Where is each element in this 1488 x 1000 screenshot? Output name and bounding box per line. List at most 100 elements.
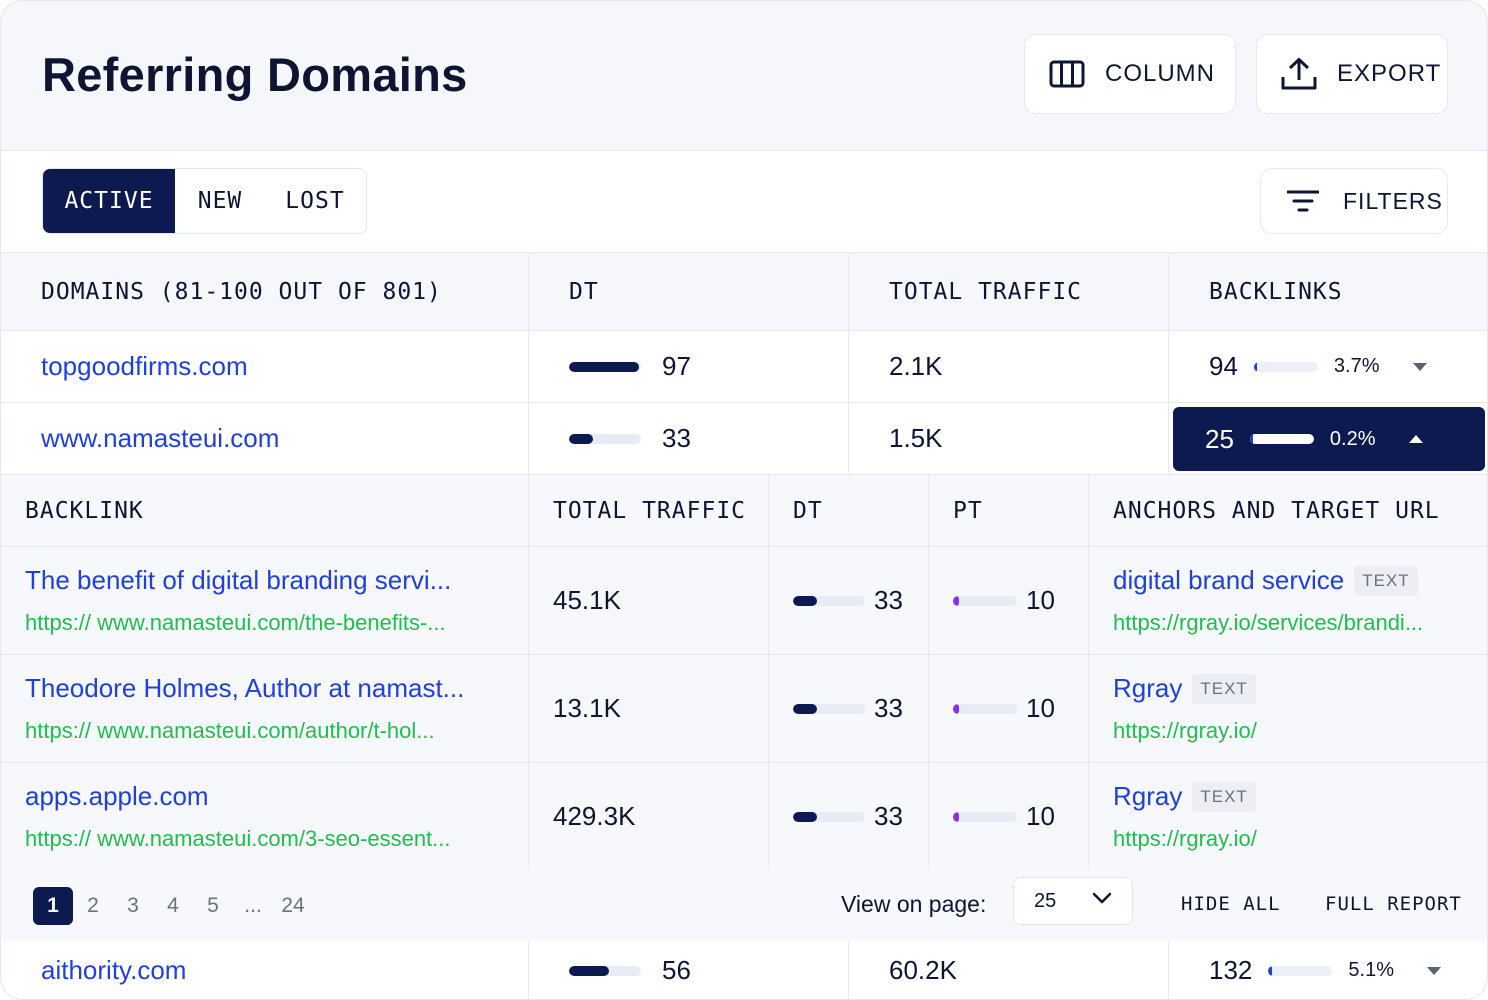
dt-bar	[793, 811, 865, 822]
anchor-type-badge: TEXT	[1192, 781, 1256, 812]
filter-icon	[1287, 190, 1319, 212]
backlinks-count: 132	[1209, 955, 1253, 985]
hide-all-button[interactable]: HIDE ALL	[1181, 893, 1281, 915]
chevron-down-icon	[1092, 892, 1112, 904]
anchor-text[interactable]: Rgray	[1113, 673, 1183, 703]
tab-lost[interactable]: LOST	[285, 188, 345, 214]
backlinks-toggle-active[interactable]: 25 0.2%	[1173, 407, 1485, 471]
traffic-value: 1.5K	[889, 423, 943, 453]
dt-bar	[569, 433, 641, 444]
target-url[interactable]: https://rgray.io/	[1113, 718, 1257, 743]
dt-bar	[793, 703, 865, 714]
domain-link[interactable]: aithority.com	[41, 955, 187, 985]
domain-link[interactable]: www.namasteui.com	[41, 423, 280, 453]
table-row-expanded: www.namasteui.com 33 1.5K	[1, 403, 1487, 475]
filters-button[interactable]: FILTERS	[1260, 168, 1448, 234]
domains-table-header: DOMAINS (81-100 OUT OF 801) DT TOTAL TRA…	[1, 252, 1487, 331]
caret-up-icon	[1408, 435, 1423, 443]
anchor-text[interactable]: digital brand service	[1113, 565, 1345, 595]
dt-bar	[569, 965, 641, 976]
backlinks-bar	[1249, 434, 1314, 444]
backlink-title[interactable]: The benefit of digital branding servi...	[25, 565, 452, 595]
col-total-traffic[interactable]: TOTAL TRAFFIC	[529, 475, 769, 546]
col-dt[interactable]: DT	[529, 253, 849, 330]
anchor-type-badge: TEXT	[1354, 565, 1418, 596]
backlink-url[interactable]: https:// www.namasteui.com/3-seo-essent.…	[25, 826, 451, 851]
col-backlink[interactable]: BACKLINK	[1, 475, 529, 546]
column-button-label: COLUMN	[1105, 60, 1216, 87]
traffic-value: 2.1K	[889, 351, 943, 381]
table-row: aithority.com 56 60.2K 132 5.1%	[1, 941, 1487, 999]
backlinks-header: BACKLINK TOTAL TRAFFIC DT PT ANCHORS AND…	[1, 475, 1487, 547]
per-page-value: 25	[1034, 889, 1057, 912]
backlinks-count: 94	[1209, 351, 1238, 381]
tab-active[interactable]: ACTIVE	[43, 169, 175, 233]
tab-new[interactable]: NEW	[197, 188, 243, 214]
pt-value: 10	[1026, 693, 1055, 723]
page-2[interactable]: 2	[87, 894, 99, 917]
page-1[interactable]: 1	[33, 887, 73, 925]
traffic-value: 429.3K	[553, 801, 636, 831]
pt-value: 10	[1026, 801, 1055, 831]
backlinks-percent: 0.2%	[1329, 427, 1376, 450]
pt-bar	[953, 811, 1017, 822]
traffic-value: 45.1K	[553, 585, 621, 615]
col-pt[interactable]: PT	[929, 475, 1089, 546]
backlinks-bar	[1253, 361, 1318, 372]
caret-down-icon	[1426, 966, 1441, 975]
full-report-button[interactable]: FULL REPORT	[1325, 893, 1462, 915]
col-backlinks[interactable]: BACKLINKS	[1209, 278, 1343, 305]
view-on-page-label: View on page:	[841, 891, 987, 917]
backlinks-count: 25	[1205, 423, 1234, 454]
dt-value: 33	[874, 693, 903, 723]
dt-bar	[569, 361, 641, 372]
pt-value: 10	[1026, 585, 1055, 615]
domain-link[interactable]: topgoodfirms.com	[41, 351, 248, 381]
dt-value: 56	[662, 955, 691, 985]
traffic-value: 13.1K	[553, 693, 621, 723]
target-url[interactable]: https://rgray.io/services/brandi...	[1113, 610, 1424, 635]
col-dt[interactable]: DT	[769, 475, 929, 546]
export-button[interactable]: EXPORT	[1256, 34, 1448, 114]
upload-icon	[1281, 58, 1317, 90]
dt-value: 33	[874, 585, 903, 615]
column-button[interactable]: COLUMN	[1024, 34, 1236, 114]
table-row: topgoodfirms.com 97 2.1K 94 3.7%	[1, 331, 1487, 403]
pt-bar	[953, 595, 1017, 606]
columns-icon	[1049, 60, 1085, 88]
col-domains[interactable]: DOMAINS (81-100 OUT OF 801)	[1, 253, 529, 330]
backlink-title[interactable]: Theodore Holmes, Author at namast...	[25, 673, 465, 703]
traffic-value: 60.2K	[889, 955, 957, 985]
backlinks-bar	[1268, 965, 1333, 976]
page-ellipsis: ...	[244, 894, 262, 917]
backlink-row: The benefit of digital branding servi...…	[1, 547, 1487, 655]
page-5[interactable]: 5	[207, 894, 219, 917]
pagination: 1 2 3 4 5 ... 24	[33, 887, 313, 925]
page-3[interactable]: 3	[127, 894, 139, 917]
anchor-text[interactable]: Rgray	[1113, 781, 1183, 811]
backlink-row: Theodore Holmes, Author at namast... htt…	[1, 655, 1487, 763]
pt-bar	[953, 703, 1017, 714]
backlinks-subtable: BACKLINK TOTAL TRAFFIC DT PT ANCHORS AND…	[1, 475, 1487, 941]
backlink-url[interactable]: https:// www.namasteui.com/author/t-hol.…	[25, 718, 435, 743]
dt-value: 33	[662, 423, 691, 453]
dt-value: 97	[662, 351, 691, 381]
panel-header: Referring Domains COLUMN EXPORT	[1, 1, 1487, 151]
backlink-row: apps.apple.com https:// www.namasteui.co…	[1, 763, 1487, 871]
backlinks-percent: 3.7%	[1333, 355, 1380, 377]
per-page-select[interactable]: 25	[1013, 877, 1133, 925]
backlinks-toggle[interactable]: 94 3.7%	[1209, 351, 1428, 382]
dt-value: 33	[874, 801, 903, 831]
backlink-title[interactable]: apps.apple.com	[25, 781, 209, 811]
target-url[interactable]: https://rgray.io/	[1113, 826, 1257, 851]
backlink-url[interactable]: https:// www.namasteui.com/the-benefits-…	[25, 610, 446, 635]
dt-bar	[793, 595, 865, 606]
col-total-traffic[interactable]: TOTAL TRAFFIC	[849, 253, 1169, 330]
backlinks-toggle[interactable]: 132 5.1%	[1209, 955, 1442, 986]
page-24[interactable]: 24	[281, 894, 305, 917]
status-tabs: ACTIVE NEW LOST	[42, 168, 367, 234]
page-4[interactable]: 4	[167, 894, 179, 917]
caret-down-icon	[1412, 362, 1427, 371]
col-anchors-target[interactable]: ANCHORS AND TARGET URL	[1113, 497, 1440, 524]
